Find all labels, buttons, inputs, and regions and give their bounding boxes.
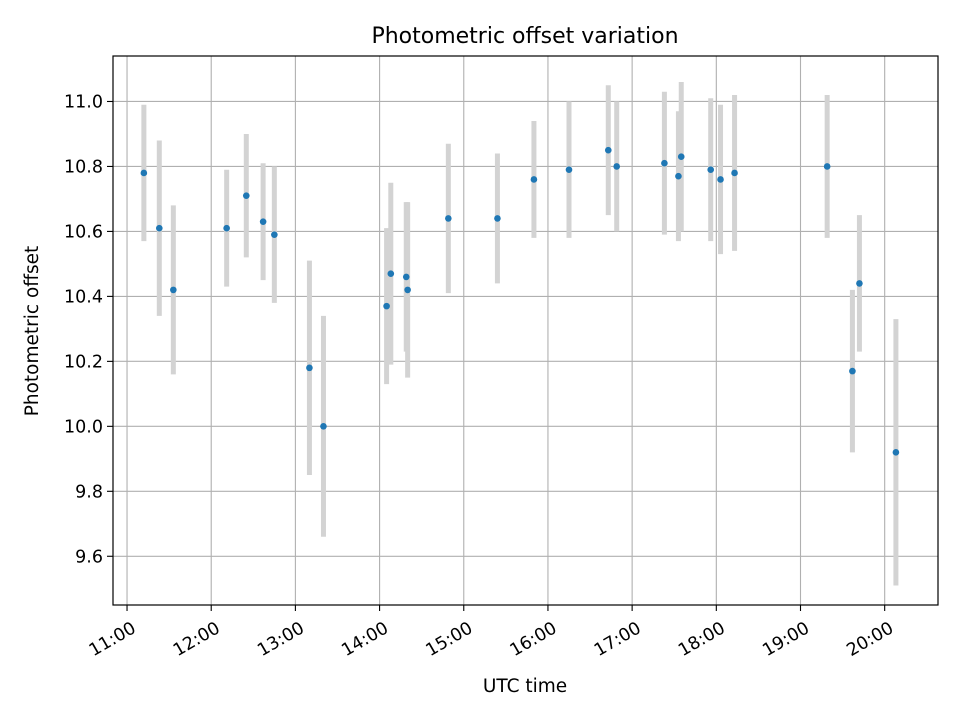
data-point [530,176,538,183]
x-tick-label: 20:00 [844,618,898,661]
data-point [320,423,327,430]
x-tick-label: 15:00 [423,618,477,661]
data-point [387,270,395,277]
data-point [445,215,452,222]
point-layer [140,146,900,456]
data-point [717,176,724,183]
data-point [613,163,620,170]
data-point [856,280,863,287]
y-tick-label: 10.4 [64,287,103,307]
data-point [494,215,501,222]
tick-layer: 11:00 12:00 13:00 14:00 15:00 16:00 17:00 18:00… [64,92,897,660]
data-point [223,224,230,232]
x-tick-label: 12:00 [170,618,224,661]
data-point [675,172,682,180]
y-tick-label: 10.6 [64,222,103,242]
data-point [242,192,250,199]
data-point [677,153,685,161]
data-point [271,231,278,238]
data-point [402,273,410,281]
chart-title: Photometric offset variation [371,24,678,49]
x-tick-label: 17:00 [591,618,645,661]
data-point [892,449,900,456]
x-tick-label: 13:00 [254,618,308,661]
x-tick-label: 19:00 [759,618,813,661]
data-point [306,364,313,372]
data-point [170,286,177,294]
x-tick-label: 11:00 [86,618,140,661]
y-tick-label: 10.0 [64,417,103,437]
data-point [823,163,831,170]
data-point [604,146,612,154]
data-point [661,159,668,167]
x-tick-label: 14:00 [338,618,392,661]
data-point [404,286,411,294]
data-point [140,169,148,177]
y-axis-label: Photometric offset [22,246,43,417]
plot-frame [112,55,939,606]
data-point [383,302,390,310]
data-point [731,169,738,177]
x-tick-label: 18:00 [675,618,729,661]
data-point [707,166,715,173]
y-tick-label: 9.8 [75,482,103,502]
x-tick-label: 16:00 [507,618,561,661]
y-tick-label: 11.0 [64,92,103,112]
data-point [565,166,573,173]
grid-layer [113,56,938,605]
data-point [849,367,856,375]
data-point [259,218,267,225]
y-tick-label: 9.6 [75,547,103,567]
y-tick-label: 10.2 [64,352,103,372]
x-axis-label: UTC time [483,676,567,697]
data-point [156,224,163,232]
y-tick-label: 10.8 [64,157,103,177]
errorbar-layer [141,81,899,586]
